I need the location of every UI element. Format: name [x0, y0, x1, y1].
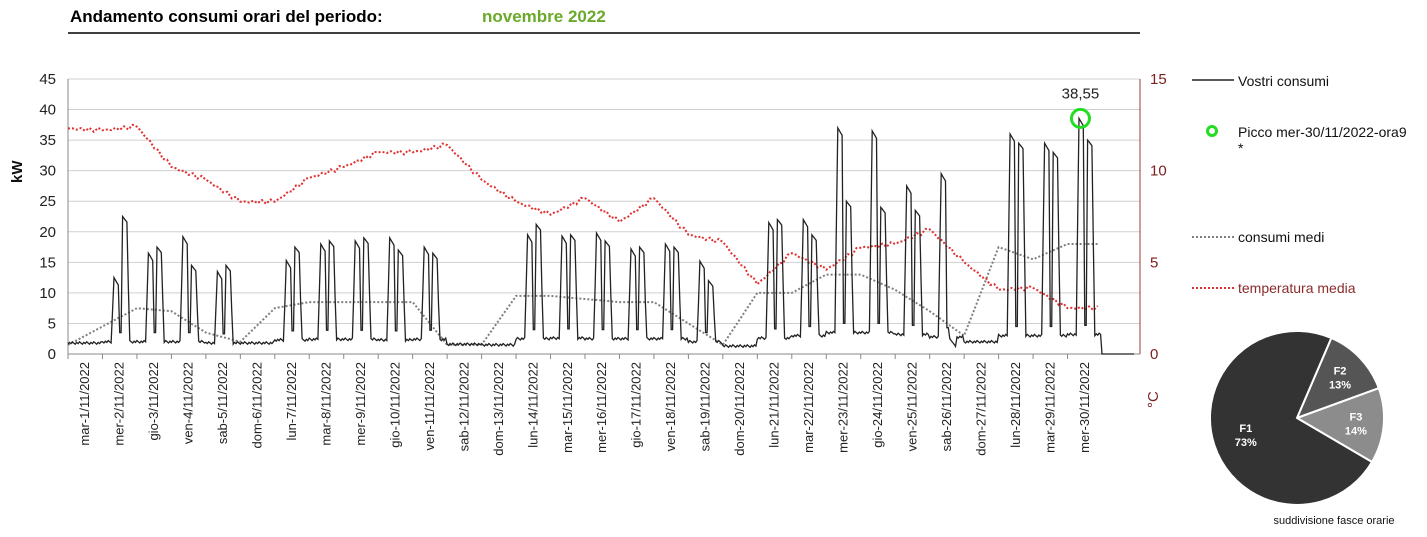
- pie-slice-name: F3: [1349, 411, 1362, 423]
- x-tick-label: ven-11/11/2022: [422, 362, 437, 450]
- left-tick-label: 10: [39, 285, 56, 302]
- pie-slice-f3: [1294, 386, 1386, 464]
- right-axis-ticks: 0 5 10 15: [1150, 71, 1167, 363]
- x-tick-label: mer-9/11/2022: [353, 362, 368, 446]
- left-tick-label: 35: [39, 132, 56, 149]
- left-tick-label: 5: [48, 315, 56, 332]
- left-axis-label: kW: [9, 160, 26, 183]
- period-label: novembre 2022: [482, 7, 606, 26]
- pie-caption: suddivisione fasce orarie: [1273, 515, 1394, 527]
- x-tick-label: mar-15/11/2022: [560, 362, 575, 453]
- pie-slice-percent: 13%: [1329, 379, 1351, 391]
- x-tick-label: sab-5/11/2022: [215, 362, 230, 444]
- x-tick-label: mer-30/11/2022: [1077, 362, 1092, 453]
- x-tick-label: lun-14/11/2022: [525, 362, 540, 448]
- right-tick-label: 0: [1150, 346, 1158, 363]
- x-tick-label: gio-10/11/2022: [387, 362, 402, 448]
- x-tick-label: mer-2/11/2022: [112, 362, 127, 446]
- right-tick-label: 5: [1150, 254, 1158, 271]
- left-tick-label: 25: [39, 193, 56, 210]
- legend-peak-swatch: [1206, 125, 1218, 137]
- pie-slice-name: F2: [1334, 365, 1347, 377]
- x-tick-label: sab-19/11/2022: [698, 362, 713, 451]
- temperature-line: [67, 123, 1099, 312]
- x-tick-label: ven-4/11/2022: [181, 362, 196, 444]
- pie-slice-name: F1: [1239, 423, 1252, 435]
- right-tick-label: 15: [1150, 71, 1167, 88]
- x-tick-label: dom-6/11/2022: [250, 362, 265, 449]
- pie-slice-f1: [1209, 329, 1374, 506]
- peak-value-label: 38,55: [1062, 85, 1100, 102]
- x-tick-label: ven-18/11/2022: [663, 362, 678, 451]
- legend-average-label: consumi medi: [1238, 229, 1324, 245]
- x-tick-label: ven-25/11/2022: [904, 362, 919, 451]
- x-tick-label: gio-17/11/2022: [629, 362, 644, 448]
- x-axis-ticks: mar-1/11/2022 mer-2/11/2022 gio-3/11/2022 v…: [67, 354, 1092, 456]
- legend-consumption-label: Vostri consumi: [1238, 73, 1329, 89]
- left-tick-label: 15: [39, 254, 56, 271]
- legend-temperature-label: temperatura media: [1238, 280, 1356, 296]
- grid-lines: [67, 78, 1141, 355]
- average-line: [67, 243, 1098, 347]
- legend: Vostri consumi Picco mer-30/11/2022-ora9…: [1192, 73, 1407, 296]
- peak-marker: [1069, 107, 1091, 129]
- temperature-series: [67, 123, 1099, 312]
- left-tick-label: 30: [39, 163, 56, 180]
- left-tick-label: 0: [48, 346, 56, 363]
- x-tick-label: mer-16/11/2022: [594, 362, 609, 453]
- x-tick-label: mar-8/11/2022: [319, 362, 334, 446]
- average-series: [67, 243, 1098, 347]
- right-axis-label: °C: [1145, 391, 1162, 408]
- chart-title: Andamento consumi orari del periodo:: [70, 7, 383, 26]
- left-tick-label: 45: [39, 71, 56, 88]
- left-axis-ticks: 0 5 10 15 20 25 30 35 40 45: [39, 71, 56, 363]
- x-tick-label: mar-29/11/2022: [1042, 362, 1057, 453]
- x-tick-label: lun-21/11/2022: [767, 362, 782, 448]
- x-tick-label: dom-20/11/2022: [732, 362, 747, 456]
- pie-slice-percent: 73%: [1235, 437, 1257, 449]
- x-tick-label: mer-23/11/2022: [836, 362, 851, 453]
- pie-chart: F2 13% F3 14% F1 73%: [1209, 329, 1386, 506]
- x-tick-label: mar-1/11/2022: [77, 362, 92, 446]
- x-tick-label: mar-22/11/2022: [801, 362, 816, 453]
- legend-peak-label: Picco mer-30/11/2022-ora9: [1238, 124, 1407, 140]
- legend-peak-note: *: [1238, 140, 1244, 156]
- pie-slice-percent: 14%: [1345, 425, 1367, 437]
- left-tick-label: 40: [39, 102, 56, 119]
- consumption-series: [67, 116, 1134, 355]
- x-tick-label: sab-12/11/2022: [456, 362, 471, 451]
- x-tick-label: gio-24/11/2022: [870, 362, 885, 448]
- consumption-line: [67, 116, 1134, 355]
- right-tick-label: 10: [1150, 163, 1167, 180]
- x-tick-label: lun-7/11/2022: [284, 362, 299, 441]
- left-tick-label: 20: [39, 224, 56, 241]
- x-tick-label: dom-27/11/2022: [973, 362, 988, 456]
- x-tick-label: sab-26/11/2022: [939, 362, 954, 451]
- pie-slice-f2: [1295, 336, 1381, 420]
- x-tick-label: gio-3/11/2022: [146, 362, 161, 441]
- x-tick-label: lun-28/11/2022: [1008, 362, 1023, 448]
- x-tick-label: dom-13/11/2022: [491, 362, 506, 456]
